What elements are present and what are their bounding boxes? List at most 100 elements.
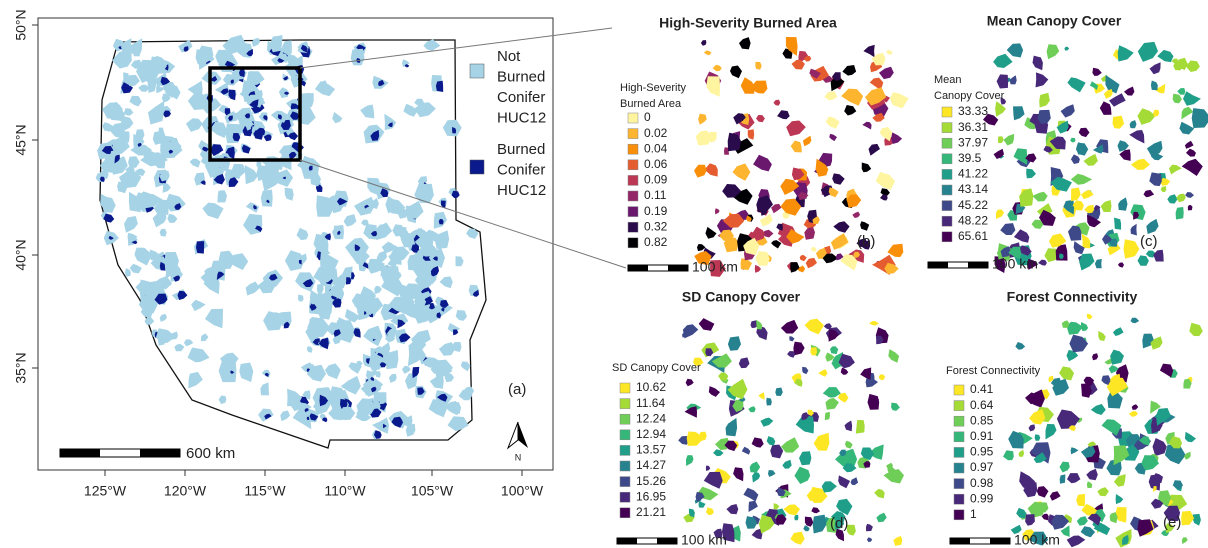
- patch: [234, 107, 253, 126]
- patch: [345, 277, 352, 285]
- patch: [263, 115, 268, 121]
- patch: [886, 49, 893, 55]
- legend-label: Not: [497, 48, 521, 65]
- x-tick-label: 105°W: [411, 483, 454, 499]
- y-tick-label: 50°N: [13, 9, 29, 40]
- patch: [799, 451, 812, 466]
- patch: [790, 531, 805, 545]
- patch: [106, 105, 120, 120]
- patch: [804, 318, 824, 335]
- patch: [842, 463, 857, 473]
- patch: [724, 147, 729, 155]
- patch: [187, 92, 209, 110]
- legend-label: 0.82: [644, 235, 668, 249]
- patch: [284, 250, 305, 271]
- patch: [1081, 383, 1092, 398]
- patch: [188, 371, 203, 389]
- patch: [1028, 531, 1049, 546]
- legend-swatch: [619, 429, 631, 441]
- patch: [244, 165, 258, 185]
- patch: [423, 296, 433, 306]
- scale-label: 100 km: [1014, 532, 1060, 548]
- patch: [1153, 109, 1160, 117]
- patch: [1029, 409, 1046, 425]
- patch: [798, 192, 809, 200]
- patch: [353, 328, 361, 338]
- patch: [336, 197, 348, 206]
- patch: [863, 44, 875, 58]
- patch: [714, 208, 720, 215]
- patch: [362, 262, 369, 269]
- patch: [810, 347, 817, 356]
- patch: [1185, 60, 1200, 72]
- patch: [387, 122, 393, 128]
- patch: [245, 202, 260, 213]
- patch: [694, 251, 712, 265]
- patch: [725, 417, 738, 437]
- patch: [376, 250, 387, 266]
- patch: [712, 64, 722, 72]
- patch: [773, 99, 781, 106]
- inset-connector: [299, 27, 613, 69]
- patch: [266, 199, 270, 204]
- patch: [883, 469, 904, 484]
- patch: [860, 367, 872, 380]
- legend-label: 36.31: [958, 120, 988, 134]
- patch: [135, 129, 145, 140]
- patch: [789, 336, 795, 342]
- patch: [108, 235, 114, 240]
- patch: [350, 48, 365, 66]
- patch: [703, 50, 712, 56]
- patch: [838, 392, 849, 403]
- patch: [1101, 375, 1111, 385]
- patch: [170, 138, 179, 149]
- patch: [198, 140, 212, 151]
- patch: [298, 294, 304, 302]
- patch: [1189, 322, 1203, 337]
- patch: [861, 240, 871, 250]
- patch: [204, 308, 223, 329]
- scale-label: 600 km: [186, 445, 235, 462]
- patch: [770, 444, 784, 459]
- patch: [245, 281, 260, 296]
- patch: [1129, 130, 1145, 144]
- patch: [1164, 444, 1186, 465]
- patch: [370, 231, 378, 237]
- patch: [472, 289, 480, 297]
- legend-swatch: [627, 112, 639, 124]
- patch: [345, 308, 361, 323]
- patch: [364, 204, 370, 209]
- patch: [230, 370, 235, 374]
- legend-swatch: [627, 237, 639, 249]
- patch: [1117, 140, 1129, 152]
- patch: [722, 184, 742, 198]
- patch: [423, 39, 441, 51]
- patch: [1153, 249, 1164, 262]
- patch: [1086, 481, 1093, 489]
- legend-label: 12.24: [636, 411, 666, 425]
- patch: [1043, 146, 1053, 153]
- patch: [152, 130, 167, 145]
- patch: [1027, 501, 1045, 518]
- patch: [298, 259, 302, 265]
- legend-swatch: [619, 476, 631, 487]
- patch: [1019, 471, 1035, 492]
- legend-label: 15.26: [636, 474, 666, 488]
- patch: [1081, 503, 1098, 516]
- patch: [283, 321, 290, 329]
- patch: [1063, 199, 1075, 215]
- patch: [145, 196, 155, 206]
- legend-label: 0.91: [970, 429, 994, 443]
- patch: [1000, 223, 1016, 235]
- patch: [816, 247, 827, 259]
- patch: [695, 130, 712, 146]
- patch: [1109, 373, 1121, 385]
- patch: [1183, 91, 1201, 106]
- patch: [821, 481, 837, 493]
- patch: [880, 188, 890, 197]
- patch: [693, 357, 704, 366]
- patch: [1137, 255, 1149, 266]
- patch: [879, 66, 894, 80]
- legend-label: 0.97: [970, 460, 994, 474]
- patch: [833, 221, 850, 233]
